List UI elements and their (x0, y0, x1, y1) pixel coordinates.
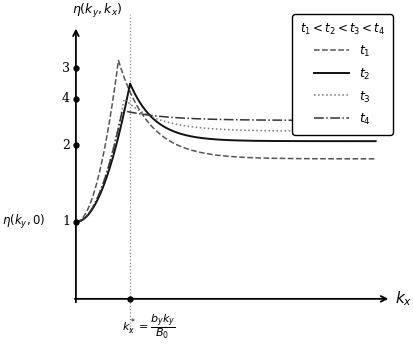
Text: $\eta(k_y, 0)$: $\eta(k_y, 0)$ (2, 213, 45, 231)
Text: 3: 3 (62, 62, 70, 75)
Text: 4: 4 (62, 92, 70, 106)
Text: $k_x$: $k_x$ (394, 290, 411, 308)
Legend: $t_1$, $t_2$, $t_3$, $t_4$: $t_1$, $t_2$, $t_3$, $t_4$ (292, 14, 392, 135)
Text: $k_x^* = \dfrac{b_y k_y}{B_0}$: $k_x^* = \dfrac{b_y k_y}{B_0}$ (122, 313, 175, 341)
Text: 1: 1 (62, 216, 70, 228)
Text: $\eta(k_y, k_x)$: $\eta(k_y, k_x)$ (72, 2, 122, 20)
Text: 2: 2 (62, 138, 70, 152)
